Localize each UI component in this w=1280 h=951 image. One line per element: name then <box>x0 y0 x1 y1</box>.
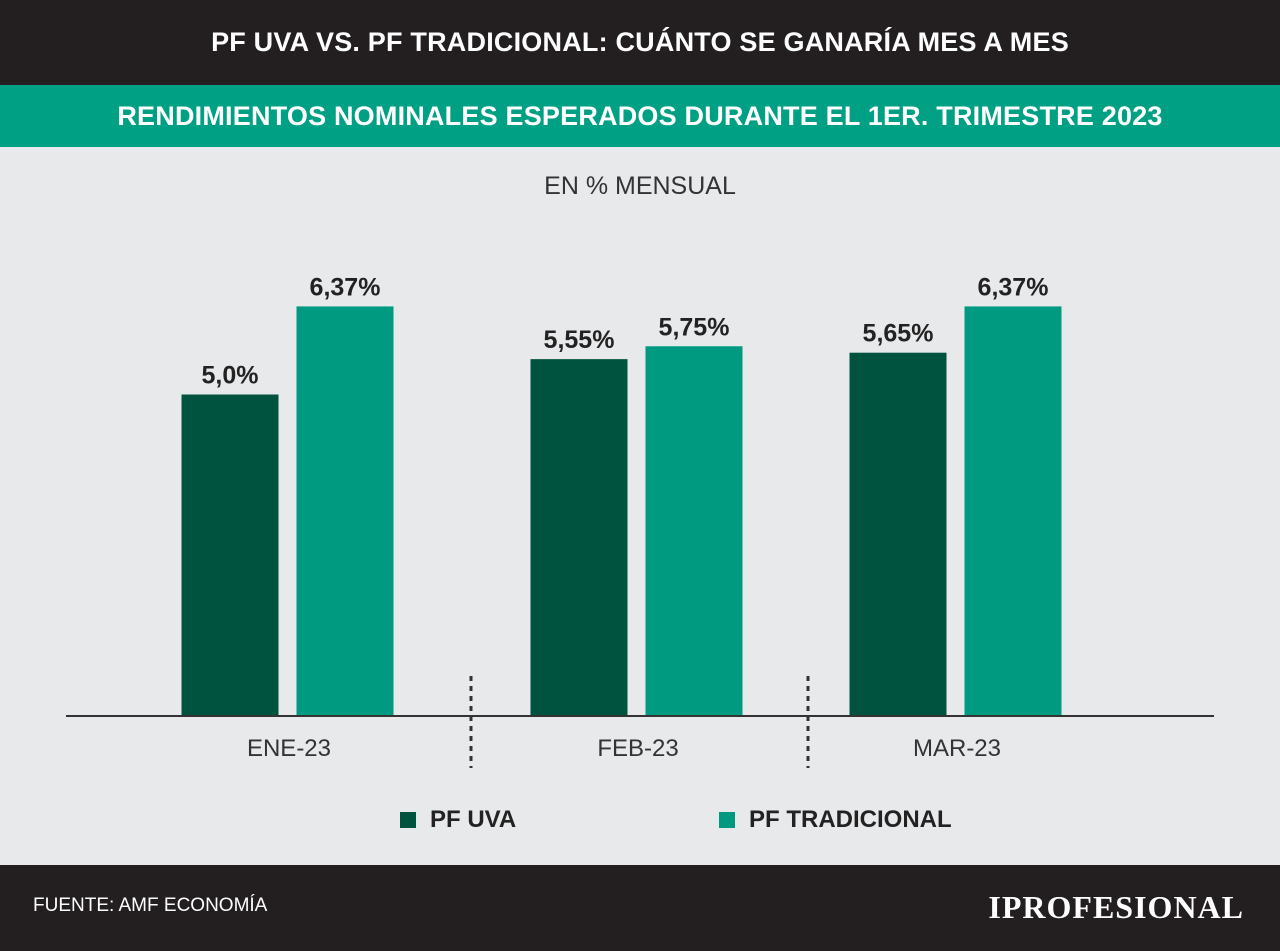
bar-pf-tradicional-ene-23 <box>296 306 394 716</box>
legend-label-pf-tradicional: PF TRADICIONAL <box>749 806 952 833</box>
chart-title-bar: PF UVA VS. PF TRADICIONAL: CUÁNTO SE GAN… <box>0 0 1280 85</box>
legend-swatch-pf-tradicional <box>719 812 735 828</box>
bar-pf-tradicional-mar-23 <box>964 306 1062 716</box>
data-label-pf-tradicional-mar-23: 6,37% <box>978 273 1049 301</box>
legend: PF UVA PF TRADICIONAL <box>0 806 1280 836</box>
bar-chart: 5,0% 6,37% ENE-23 5,55% 5,75% FEB-23 5,65% 6,37… <box>66 273 1214 768</box>
x-tick-label-feb-23: FEB-23 <box>597 735 678 762</box>
legend-label-pf-uva: PF UVA <box>430 806 517 833</box>
data-label-pf-uva-ene-23: 5,0% <box>202 362 259 390</box>
bar-pf-tradicional-feb-23 <box>645 346 743 716</box>
chart-title: PF UVA VS. PF TRADICIONAL: CUÁNTO SE GAN… <box>211 27 1069 57</box>
x-tick-label-mar-23: MAR-23 <box>913 735 1001 762</box>
brand-logo: IPROFESIONAL <box>988 889 1244 925</box>
x-tick-label-ene-23: ENE-23 <box>247 735 331 762</box>
chart-subtitle: RENDIMIENTOS NOMINALES ESPERADOS DURANTE… <box>117 100 1163 131</box>
y-axis-label: EN % MENSUAL <box>544 172 736 200</box>
bar-pf-uva-ene-23 <box>181 394 279 716</box>
bar-pf-uva-feb-23 <box>530 359 628 716</box>
data-label-pf-tradicional-ene-23: 6,37% <box>310 273 381 301</box>
legend-item-pf-tradicional: PF TRADICIONAL <box>719 806 952 834</box>
bar-pf-uva-mar-23 <box>849 352 947 716</box>
footer: FUENTE: AMF ECONOMÍA IPROFESIONAL <box>0 865 1280 951</box>
legend-item-pf-uva: PF UVA <box>400 806 516 834</box>
data-label-pf-uva-feb-23: 5,55% <box>544 326 615 354</box>
source-note: FUENTE: AMF ECONOMÍA <box>33 895 268 916</box>
chart-subtitle-bar: RENDIMIENTOS NOMINALES ESPERADOS DURANTE… <box>0 85 1280 147</box>
data-label-pf-tradicional-feb-23: 5,75% <box>659 313 730 341</box>
legend-swatch-pf-uva <box>400 812 416 828</box>
data-label-pf-uva-mar-23: 5,65% <box>863 320 934 348</box>
